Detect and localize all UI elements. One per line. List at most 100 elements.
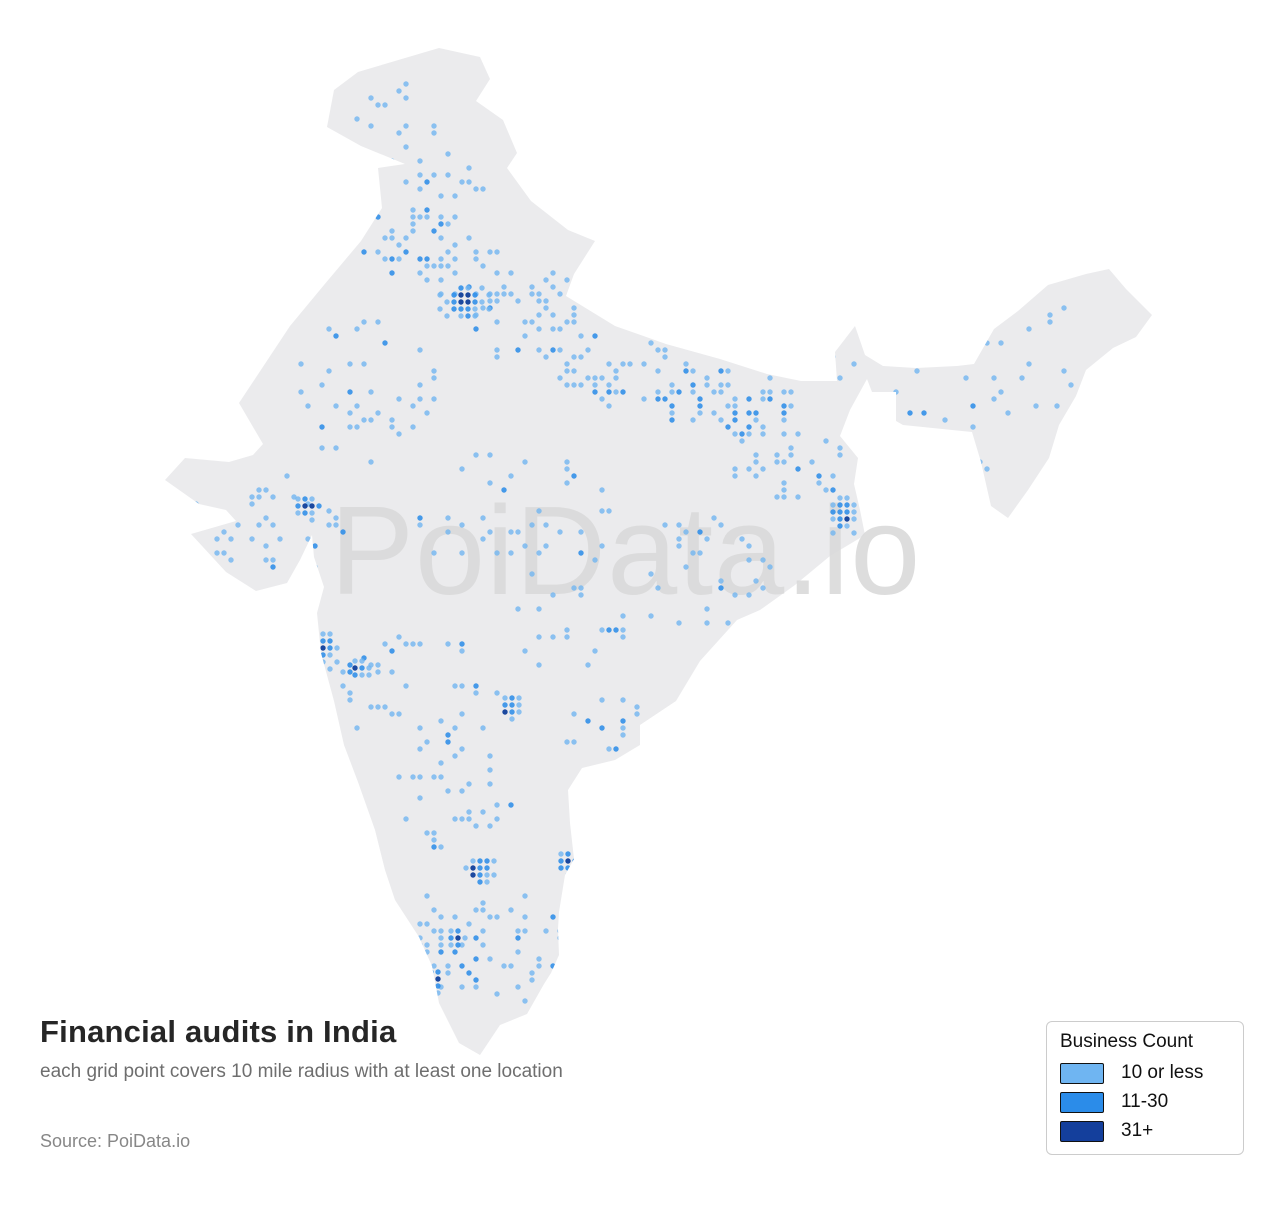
grid-dot [578,550,584,556]
grid-dot [816,473,822,479]
grid-dot [676,522,682,528]
grid-dot [732,431,738,437]
grid-dot [256,487,262,493]
grid-dot [732,403,738,409]
grid-dot [991,375,997,381]
grid-dot [837,523,843,529]
grid-dot [893,389,899,395]
grid-dot [522,914,528,920]
grid-dot [354,403,360,409]
grid-dot [459,711,465,717]
grid-dot [529,284,535,290]
grid-dot [473,956,479,962]
grid-dot [739,431,745,437]
grid-dot [438,277,444,283]
grid-dot [655,368,661,374]
grid-dot [417,1005,423,1011]
grid-dot [309,517,315,523]
legend-box: Business Count 10 or less 11-30 31+ [1046,1021,1244,1155]
grid-dot [249,536,255,542]
grid-dot [1033,403,1039,409]
grid-dot [480,907,486,913]
grid-dot [963,375,969,381]
grid-dot [732,592,738,598]
grid-dot [375,662,381,668]
grid-dot [472,313,478,319]
grid-dot [725,403,731,409]
grid-dot [760,424,766,430]
grid-dot [428,983,434,989]
grid-dot [431,396,437,402]
grid-dot [389,417,395,423]
grid-dot [302,510,308,516]
grid-dot [830,473,836,479]
grid-dot [648,571,654,577]
grid-dot [508,802,514,808]
grid-dot [470,858,476,864]
grid-dot [389,256,395,262]
grid-dot [572,858,578,864]
grid-dot [830,354,836,360]
grid-dot [312,543,318,549]
grid-dot [473,907,479,913]
grid-dot [451,292,457,298]
grid-dot [333,522,339,528]
grid-dot [438,914,444,920]
grid-dot [690,417,696,423]
grid-dot [599,487,605,493]
grid-dot [410,403,416,409]
grid-dot [424,921,430,927]
grid-dot [302,503,308,509]
grid-dot [484,872,490,878]
grid-dot [417,186,423,192]
grid-dot [536,956,542,962]
grid-dot [424,830,430,836]
grid-dot [347,669,353,675]
grid-dot [431,907,437,913]
grid-dot [417,963,423,969]
grid-dot [435,983,441,989]
grid-dot [396,774,402,780]
grid-dot [462,935,468,941]
grid-dot [424,179,430,185]
grid-dot [263,515,269,521]
grid-dot [221,515,227,521]
grid-dot [739,536,745,542]
grid-dot [1047,312,1053,318]
grid-dot [424,991,430,997]
grid-dot [879,403,885,409]
grid-dot [410,207,416,213]
grid-dot [424,942,430,948]
grid-dot [508,963,514,969]
grid-dot [529,291,535,297]
grid-dot [410,214,416,220]
grid-dot [788,389,794,395]
grid-dot [662,354,668,360]
grid-dot [494,319,500,325]
grid-dot [352,672,358,678]
grid-dot [438,928,444,934]
grid-dot [263,543,269,549]
grid-dot [484,879,490,885]
grid-dot [844,509,850,515]
grid-dot [522,998,528,1004]
grid-dot [455,928,461,934]
grid-dot [361,417,367,423]
grid-dot [445,963,451,969]
grid-dot [606,403,612,409]
grid-dot [354,326,360,332]
grid-dot [438,774,444,780]
grid-dot [837,452,843,458]
grid-dot [477,879,483,885]
grid-dot [704,536,710,542]
grid-dot [424,963,430,969]
grid-dot [760,431,766,437]
grid-dot [536,963,542,969]
grid-dot [816,368,822,374]
grid-dot [753,452,759,458]
grid-dot [970,424,976,430]
grid-dot [375,319,381,325]
grid-dot [502,695,508,701]
grid-dot [403,816,409,822]
grid-dot [648,746,654,752]
